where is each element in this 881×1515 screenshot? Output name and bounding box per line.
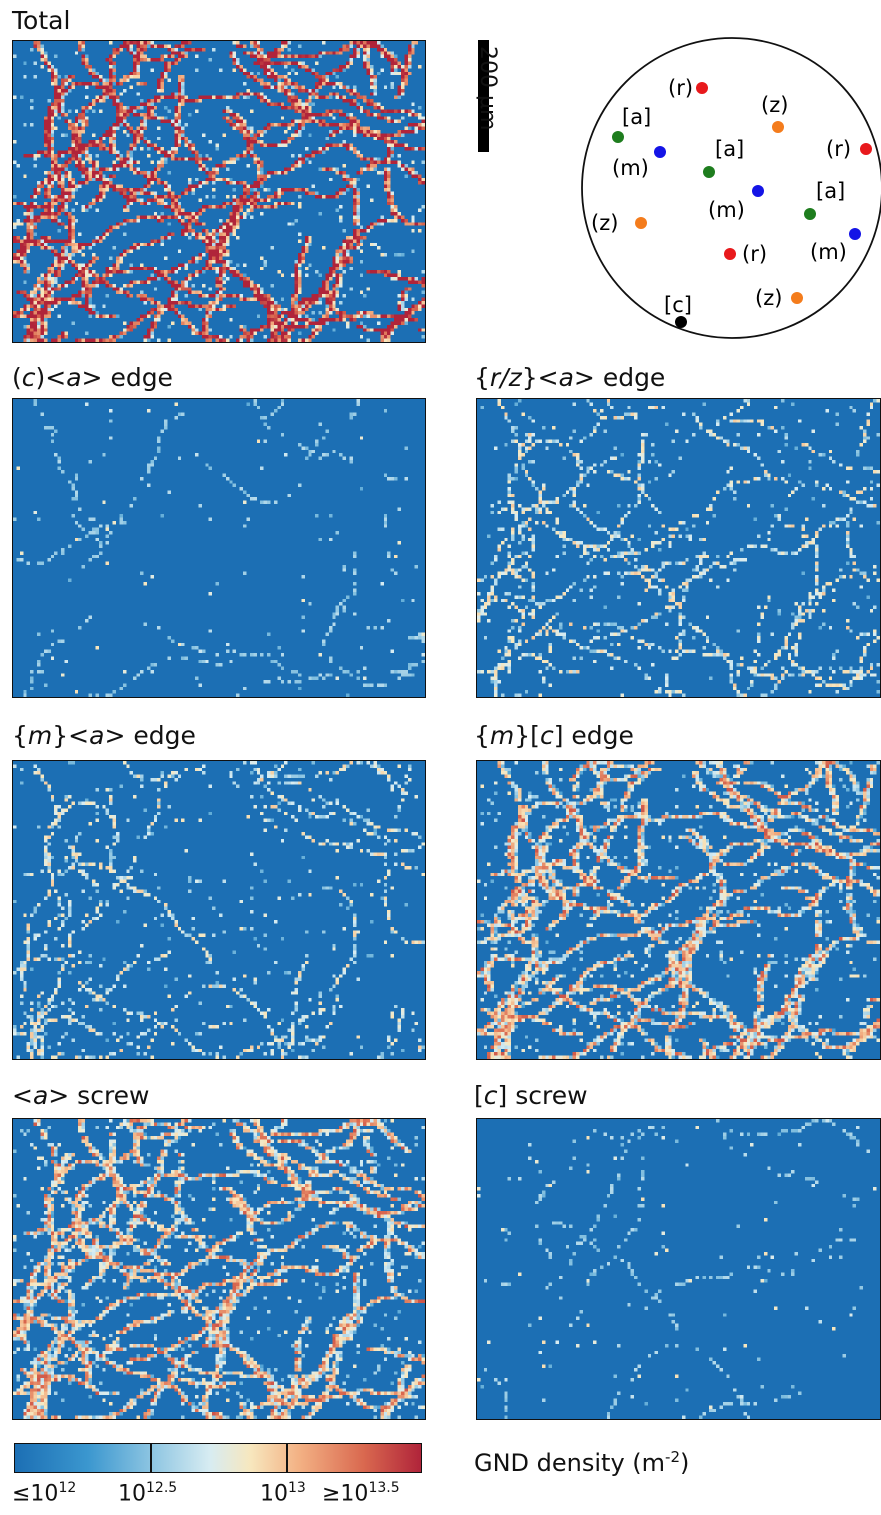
point-m-1 [654, 146, 666, 158]
colorbar-tick [150, 1444, 152, 1472]
colorbar-label-max: ≥1013.5 [322, 1480, 400, 1507]
map-total [12, 40, 426, 343]
pole-figure: (r) (z) [a] (r) (m) [a] (m) [a] (z) (r) … [581, 37, 881, 339]
point-z-1 [772, 121, 784, 133]
colorbar [14, 1443, 422, 1473]
map-c-a-edge [12, 398, 426, 698]
colorbar-label-12-5: 1012.5 [118, 1480, 178, 1507]
map-m-c-edge [476, 760, 881, 1060]
map-m-a-edge [12, 760, 426, 1060]
label-m-1: (m) [612, 156, 649, 180]
point-z-3 [791, 292, 803, 304]
point-r-3 [724, 248, 736, 260]
colorbar-label-13: 1013 [260, 1480, 306, 1507]
panel-title-c-screw: [c] screw [474, 1081, 588, 1110]
point-c [675, 316, 687, 328]
map-a-screw [12, 1118, 426, 1420]
label-c: [c] [664, 293, 692, 317]
panel-title-rz-a-edge: {r/z}<a> edge [474, 363, 666, 392]
map-c-screw [476, 1118, 881, 1420]
panel-title-m-c-edge: {m}[c] edge [474, 721, 634, 750]
point-r-2 [860, 143, 872, 155]
label-m-2: (m) [708, 198, 745, 222]
label-r-3: (r) [742, 242, 767, 266]
colorbar-tick [286, 1444, 288, 1472]
point-a-3 [804, 208, 816, 220]
panel-title-a-screw: <a> screw [12, 1081, 150, 1110]
scale-bar [478, 40, 489, 152]
label-a-2: [a] [715, 137, 744, 161]
label-z-2: (z) [591, 211, 618, 235]
label-r-1: (r) [668, 76, 693, 100]
point-a-2 [703, 166, 715, 178]
point-z-2 [635, 217, 647, 229]
colorbar-label-min: ≤1012 [12, 1480, 77, 1507]
point-r-1 [696, 82, 708, 94]
pole-figure-circle [581, 37, 881, 339]
point-m-2 [752, 185, 764, 197]
colorbar-title: GND density (m-2) [474, 1448, 690, 1477]
panel-title-m-a-edge: {m}<a> edge [12, 721, 196, 750]
panel-title-c-a-edge: (c)<a> edge [12, 363, 173, 392]
label-m-3: (m) [810, 240, 847, 264]
label-z-3: (z) [755, 286, 782, 310]
label-z-1: (z) [761, 93, 788, 117]
point-a-1 [612, 131, 624, 143]
panel-title-total: Total [12, 6, 71, 35]
label-r-2: (r) [826, 137, 851, 161]
scale-bar-label: 200 μm [475, 46, 500, 131]
label-a-3: [a] [816, 179, 845, 203]
point-m-3 [849, 228, 861, 240]
label-a-1: [a] [622, 105, 651, 129]
map-rz-a-edge [476, 398, 881, 698]
